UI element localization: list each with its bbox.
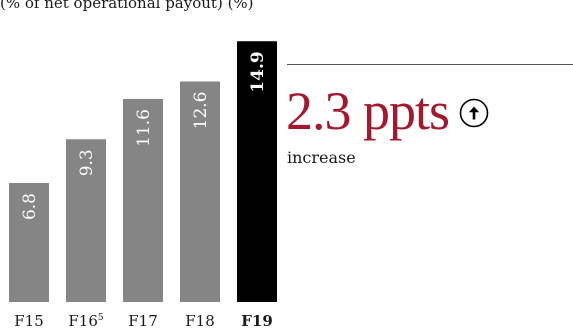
stat-description: increase (287, 148, 356, 167)
stat-value: 2.3 ppts (286, 81, 450, 141)
bar-f19 (237, 41, 277, 302)
category-label: F17 (128, 312, 158, 329)
chart-caption: (% of net operational payout) (%) (0, 0, 254, 12)
data-label: 14.9 (248, 51, 268, 92)
category-label: F15 (14, 312, 44, 329)
bar-chart: 6.8 F15 9.3 F165 11.6 F17 12.6 F18 14.9 F19 (9, 41, 277, 329)
bar-f17 (123, 99, 163, 302)
bar-f16 (66, 139, 106, 302)
bar-f15 (9, 183, 49, 302)
category-label: F19 (241, 312, 273, 329)
divider (287, 64, 573, 65)
stat-row: 2.3 ppts (286, 80, 489, 142)
arrow-up-circle-icon (459, 98, 489, 128)
category-label: F18 (185, 312, 215, 329)
bar-f18 (180, 81, 220, 302)
data-label: 9.3 (77, 149, 97, 176)
data-label: 12.6 (191, 92, 211, 130)
data-label: 11.6 (134, 109, 154, 147)
category-label: F165 (68, 312, 104, 329)
data-label: 6.8 (20, 193, 40, 220)
